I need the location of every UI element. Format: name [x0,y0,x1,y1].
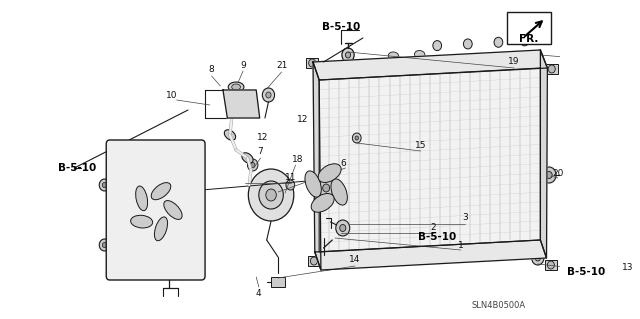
Circle shape [248,169,294,221]
Text: 12: 12 [297,115,308,124]
Circle shape [535,255,540,261]
Ellipse shape [331,179,348,205]
Text: B-5-10: B-5-10 [567,267,605,277]
Circle shape [115,266,118,270]
Text: SLN4B0500A: SLN4B0500A [471,301,525,310]
Polygon shape [313,62,321,270]
Circle shape [145,198,166,222]
Circle shape [99,239,109,251]
Circle shape [193,266,196,270]
Circle shape [190,147,199,157]
Text: 17: 17 [118,235,130,244]
Bar [271,277,285,287]
Text: 11: 11 [285,173,297,182]
Text: 21: 21 [276,62,287,70]
Text: 16: 16 [128,172,140,181]
Circle shape [115,164,196,256]
Text: 10: 10 [166,91,177,100]
Circle shape [310,257,317,265]
Circle shape [520,36,529,46]
Circle shape [250,162,255,167]
Polygon shape [223,90,260,118]
Circle shape [99,179,109,191]
Circle shape [355,136,358,140]
Circle shape [317,178,335,198]
Bar [546,64,558,74]
Text: 6: 6 [340,159,346,167]
Text: 18: 18 [292,155,303,165]
Text: 1: 1 [458,241,464,249]
Circle shape [115,150,118,154]
Circle shape [336,220,350,236]
Text: 9: 9 [240,61,246,70]
FancyBboxPatch shape [106,140,205,280]
Text: B-5-10: B-5-10 [418,232,456,242]
Polygon shape [319,68,540,252]
Circle shape [151,205,160,215]
Text: 20: 20 [552,168,564,177]
Text: 2: 2 [430,224,436,233]
Ellipse shape [415,50,425,59]
Circle shape [340,225,346,232]
Polygon shape [540,50,547,258]
Ellipse shape [305,171,321,197]
Bar [306,58,318,68]
Ellipse shape [232,84,241,90]
Circle shape [546,172,552,179]
Bar [507,12,551,44]
Ellipse shape [131,215,152,228]
Circle shape [266,189,276,201]
Ellipse shape [311,194,334,212]
Circle shape [193,150,196,154]
Ellipse shape [136,186,148,211]
Text: 13: 13 [622,263,634,272]
Ellipse shape [228,82,244,92]
Text: 7: 7 [258,147,264,157]
Bar [545,260,557,270]
Ellipse shape [151,182,171,200]
Circle shape [494,37,503,47]
Circle shape [113,263,121,273]
Text: 8: 8 [209,65,214,75]
Circle shape [262,88,275,102]
Circle shape [353,133,361,143]
Ellipse shape [388,52,399,60]
Polygon shape [313,50,547,80]
Circle shape [323,184,330,192]
Circle shape [548,65,556,73]
Circle shape [286,180,294,190]
Circle shape [259,181,284,209]
Circle shape [463,39,472,49]
Circle shape [248,159,258,171]
Ellipse shape [154,217,168,241]
Circle shape [433,41,442,51]
Ellipse shape [242,153,253,163]
Bar [308,256,320,266]
Circle shape [346,52,351,58]
Text: 19: 19 [508,57,520,66]
Text: B-5-10: B-5-10 [58,163,96,173]
Text: 3: 3 [462,213,468,222]
Text: B-5-10: B-5-10 [322,22,360,32]
Circle shape [266,92,271,98]
Circle shape [102,182,107,188]
Circle shape [532,251,544,265]
Text: 15: 15 [415,140,426,150]
Circle shape [190,263,199,273]
Circle shape [542,167,556,183]
Ellipse shape [224,130,236,140]
Ellipse shape [318,164,341,182]
Polygon shape [315,240,547,270]
Circle shape [342,48,354,62]
Circle shape [113,147,121,157]
Ellipse shape [164,201,182,219]
Text: 4: 4 [256,288,262,298]
Text: FR.: FR. [520,34,539,44]
Circle shape [102,242,107,248]
Text: 14: 14 [349,256,361,264]
Circle shape [308,59,316,67]
Circle shape [547,261,554,269]
Text: 12: 12 [257,133,268,143]
